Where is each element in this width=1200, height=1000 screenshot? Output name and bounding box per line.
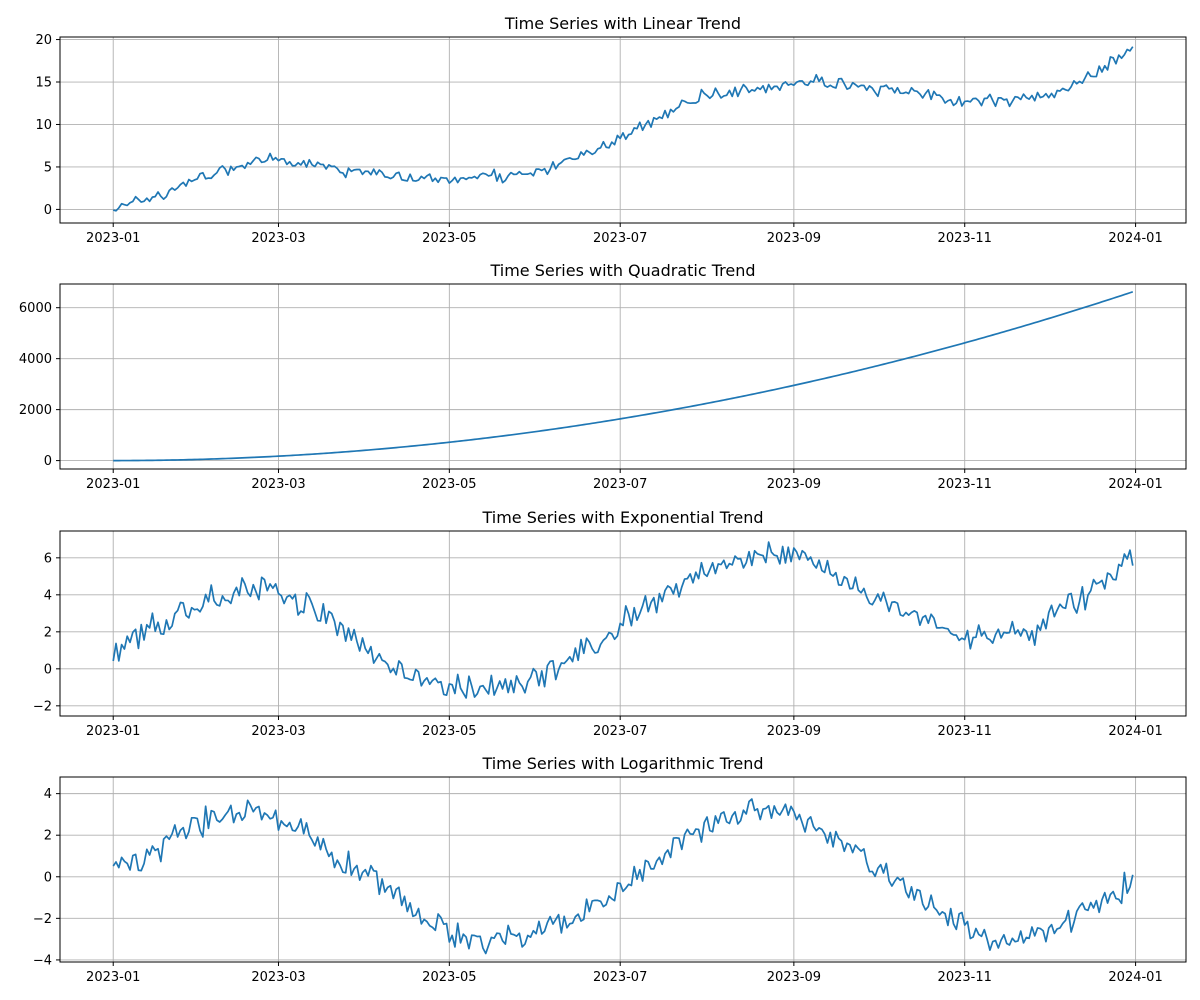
y-tick-label: −2 <box>33 912 52 927</box>
y-tick-label: 4 <box>44 588 52 603</box>
x-tick-label: 2023-01 <box>86 970 140 985</box>
x-tick-label: 2023-01 <box>86 724 140 739</box>
y-tick-label: 20 <box>35 33 52 48</box>
series-line <box>112 798 1134 955</box>
x-tick-label: 2023-11 <box>938 231 992 246</box>
chart-title: Time Series with Quadratic Trend <box>489 261 755 280</box>
y-tick-label: 15 <box>35 76 52 91</box>
x-tick-label: 2024-01 <box>1108 724 1162 739</box>
y-tick-label: 2 <box>44 625 52 640</box>
x-tick-label: 2023-05 <box>422 231 476 246</box>
chart-title: Time Series with Exponential Trend <box>481 508 763 527</box>
x-tick-label: 2023-05 <box>422 970 476 985</box>
series-line <box>113 46 1134 212</box>
y-tick-label: 2000 <box>19 403 52 418</box>
series-line <box>112 541 1134 699</box>
subplot-3: Time Series with Exponential Trend 2023-0… <box>33 508 1187 739</box>
y-tick-label: 6 <box>44 551 52 566</box>
y-tick-label: −4 <box>33 953 52 968</box>
x-tick-label: 2023-03 <box>251 477 305 492</box>
y-tick-label: 6000 <box>19 301 52 316</box>
x-tick-label: 2023-03 <box>251 231 305 246</box>
x-tick-label: 2023-01 <box>86 477 140 492</box>
y-tick-label: 0 <box>44 870 52 885</box>
x-tick-label: 2024-01 <box>1108 970 1162 985</box>
y-tick-label: 4 <box>44 787 52 802</box>
y-tick-label: 10 <box>35 118 52 133</box>
x-tick-label: 2023-09 <box>767 231 821 246</box>
x-tick-label: 2024-01 <box>1108 231 1162 246</box>
x-tick-label: 2023-11 <box>938 477 992 492</box>
y-tick-label: 0 <box>44 203 52 218</box>
plot-frame <box>59 530 1187 717</box>
subplot-1: Time Series with Linear Trend 2023-01 2023… <box>35 14 1187 246</box>
series-line <box>113 291 1134 462</box>
x-tick-label: 2023-11 <box>938 724 992 739</box>
y-tick-label: 0 <box>44 662 52 677</box>
x-tick-label: 2023-05 <box>422 477 476 492</box>
chart-title: Time Series with Logarithmic Trend <box>481 754 763 773</box>
y-tick-label: 4000 <box>19 352 52 367</box>
y-tick-label: 0 <box>44 454 52 469</box>
plot-frame <box>59 283 1187 470</box>
x-tick-label: 2023-03 <box>251 970 305 985</box>
x-tick-label: 2023-07 <box>593 477 647 492</box>
plot-frame <box>59 776 1187 963</box>
x-tick-label: 2023-09 <box>767 477 821 492</box>
x-tick-label: 2023-07 <box>593 724 647 739</box>
y-tick-label: −2 <box>33 699 52 714</box>
x-tick-label: 2023-09 <box>767 970 821 985</box>
plot-frame <box>59 36 1187 224</box>
x-tick-label: 2023-09 <box>767 724 821 739</box>
x-tick-label: 2023-07 <box>593 231 647 246</box>
x-tick-label: 2023-01 <box>86 231 140 246</box>
subplot-2: Time Series with Quadratic Trend 2023-01 2… <box>19 261 1187 492</box>
y-tick-label: 5 <box>44 160 52 175</box>
x-tick-label: 2024-01 <box>1108 477 1162 492</box>
subplot-4: Time Series with Logarithmic Trend 2023-0… <box>33 754 1187 985</box>
x-tick-label: 2023-05 <box>422 724 476 739</box>
y-tick-label: 2 <box>44 829 52 844</box>
chart-title: Time Series with Linear Trend <box>504 14 741 33</box>
x-tick-label: 2023-11 <box>938 970 992 985</box>
x-tick-label: 2023-03 <box>251 724 305 739</box>
x-tick-label: 2023-07 <box>593 970 647 985</box>
